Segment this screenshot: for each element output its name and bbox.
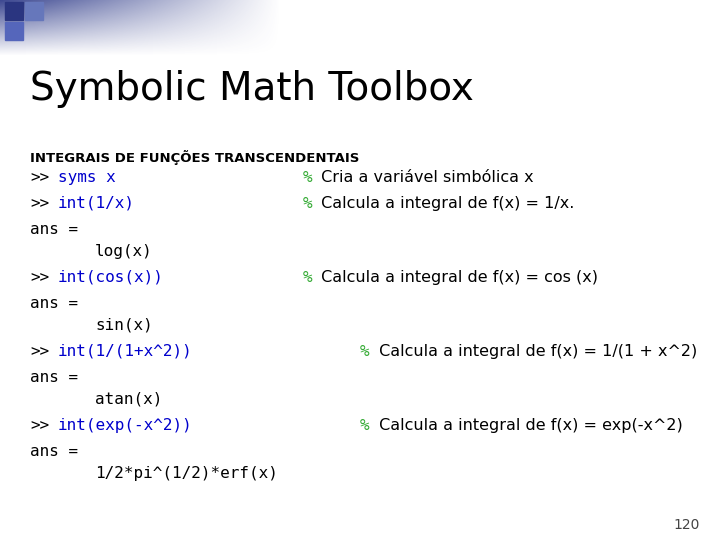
Text: %: % [302, 170, 312, 185]
Text: %: % [302, 196, 312, 211]
Text: int(1/(1+x^2)): int(1/(1+x^2)) [58, 344, 193, 359]
Text: >>: >> [30, 344, 49, 359]
Text: ans =: ans = [30, 444, 78, 459]
Text: Calcula a integral de f(x) = 1/(1 + x^2): Calcula a integral de f(x) = 1/(1 + x^2) [374, 344, 697, 359]
Text: log(x): log(x) [95, 244, 153, 259]
Text: ans =: ans = [30, 222, 78, 237]
Text: 120: 120 [674, 518, 700, 532]
Text: atan(x): atan(x) [95, 392, 163, 407]
Text: Calcula a integral de f(x) = exp(-x^2): Calcula a integral de f(x) = exp(-x^2) [374, 418, 683, 433]
Text: %: % [360, 418, 369, 433]
Text: Cria a variável simbólica x: Cria a variável simbólica x [316, 170, 534, 185]
Text: 1/2*pi^(1/2)*erf(x): 1/2*pi^(1/2)*erf(x) [95, 466, 278, 481]
Text: int(1/x): int(1/x) [58, 196, 135, 211]
Text: >>: >> [30, 418, 49, 433]
Text: ans =: ans = [30, 370, 78, 385]
Text: syms x: syms x [58, 170, 116, 185]
Text: %: % [302, 270, 312, 285]
Text: Symbolic Math Toolbox: Symbolic Math Toolbox [30, 70, 474, 108]
Bar [25, 2, 43, 20]
Text: INTEGRAIS DE FUNÇÕES TRANSCENDENTAIS: INTEGRAIS DE FUNÇÕES TRANSCENDENTAIS [30, 150, 359, 165]
Text: >>: >> [30, 270, 49, 285]
Text: Calcula a integral de f(x) = cos (x): Calcula a integral de f(x) = cos (x) [316, 270, 598, 285]
Text: sin(x): sin(x) [95, 318, 153, 333]
Text: >>: >> [30, 170, 49, 185]
Bar [5, 2, 23, 20]
Text: >>: >> [30, 196, 49, 211]
Bar [5, 22, 23, 40]
Text: %: % [360, 344, 369, 359]
Text: int(exp(-x^2)): int(exp(-x^2)) [58, 418, 193, 433]
Text: int(cos(x)): int(cos(x)) [58, 270, 164, 285]
Text: Calcula a integral de f(x) = 1/x.: Calcula a integral de f(x) = 1/x. [316, 196, 575, 211]
Text: ans =: ans = [30, 296, 78, 311]
